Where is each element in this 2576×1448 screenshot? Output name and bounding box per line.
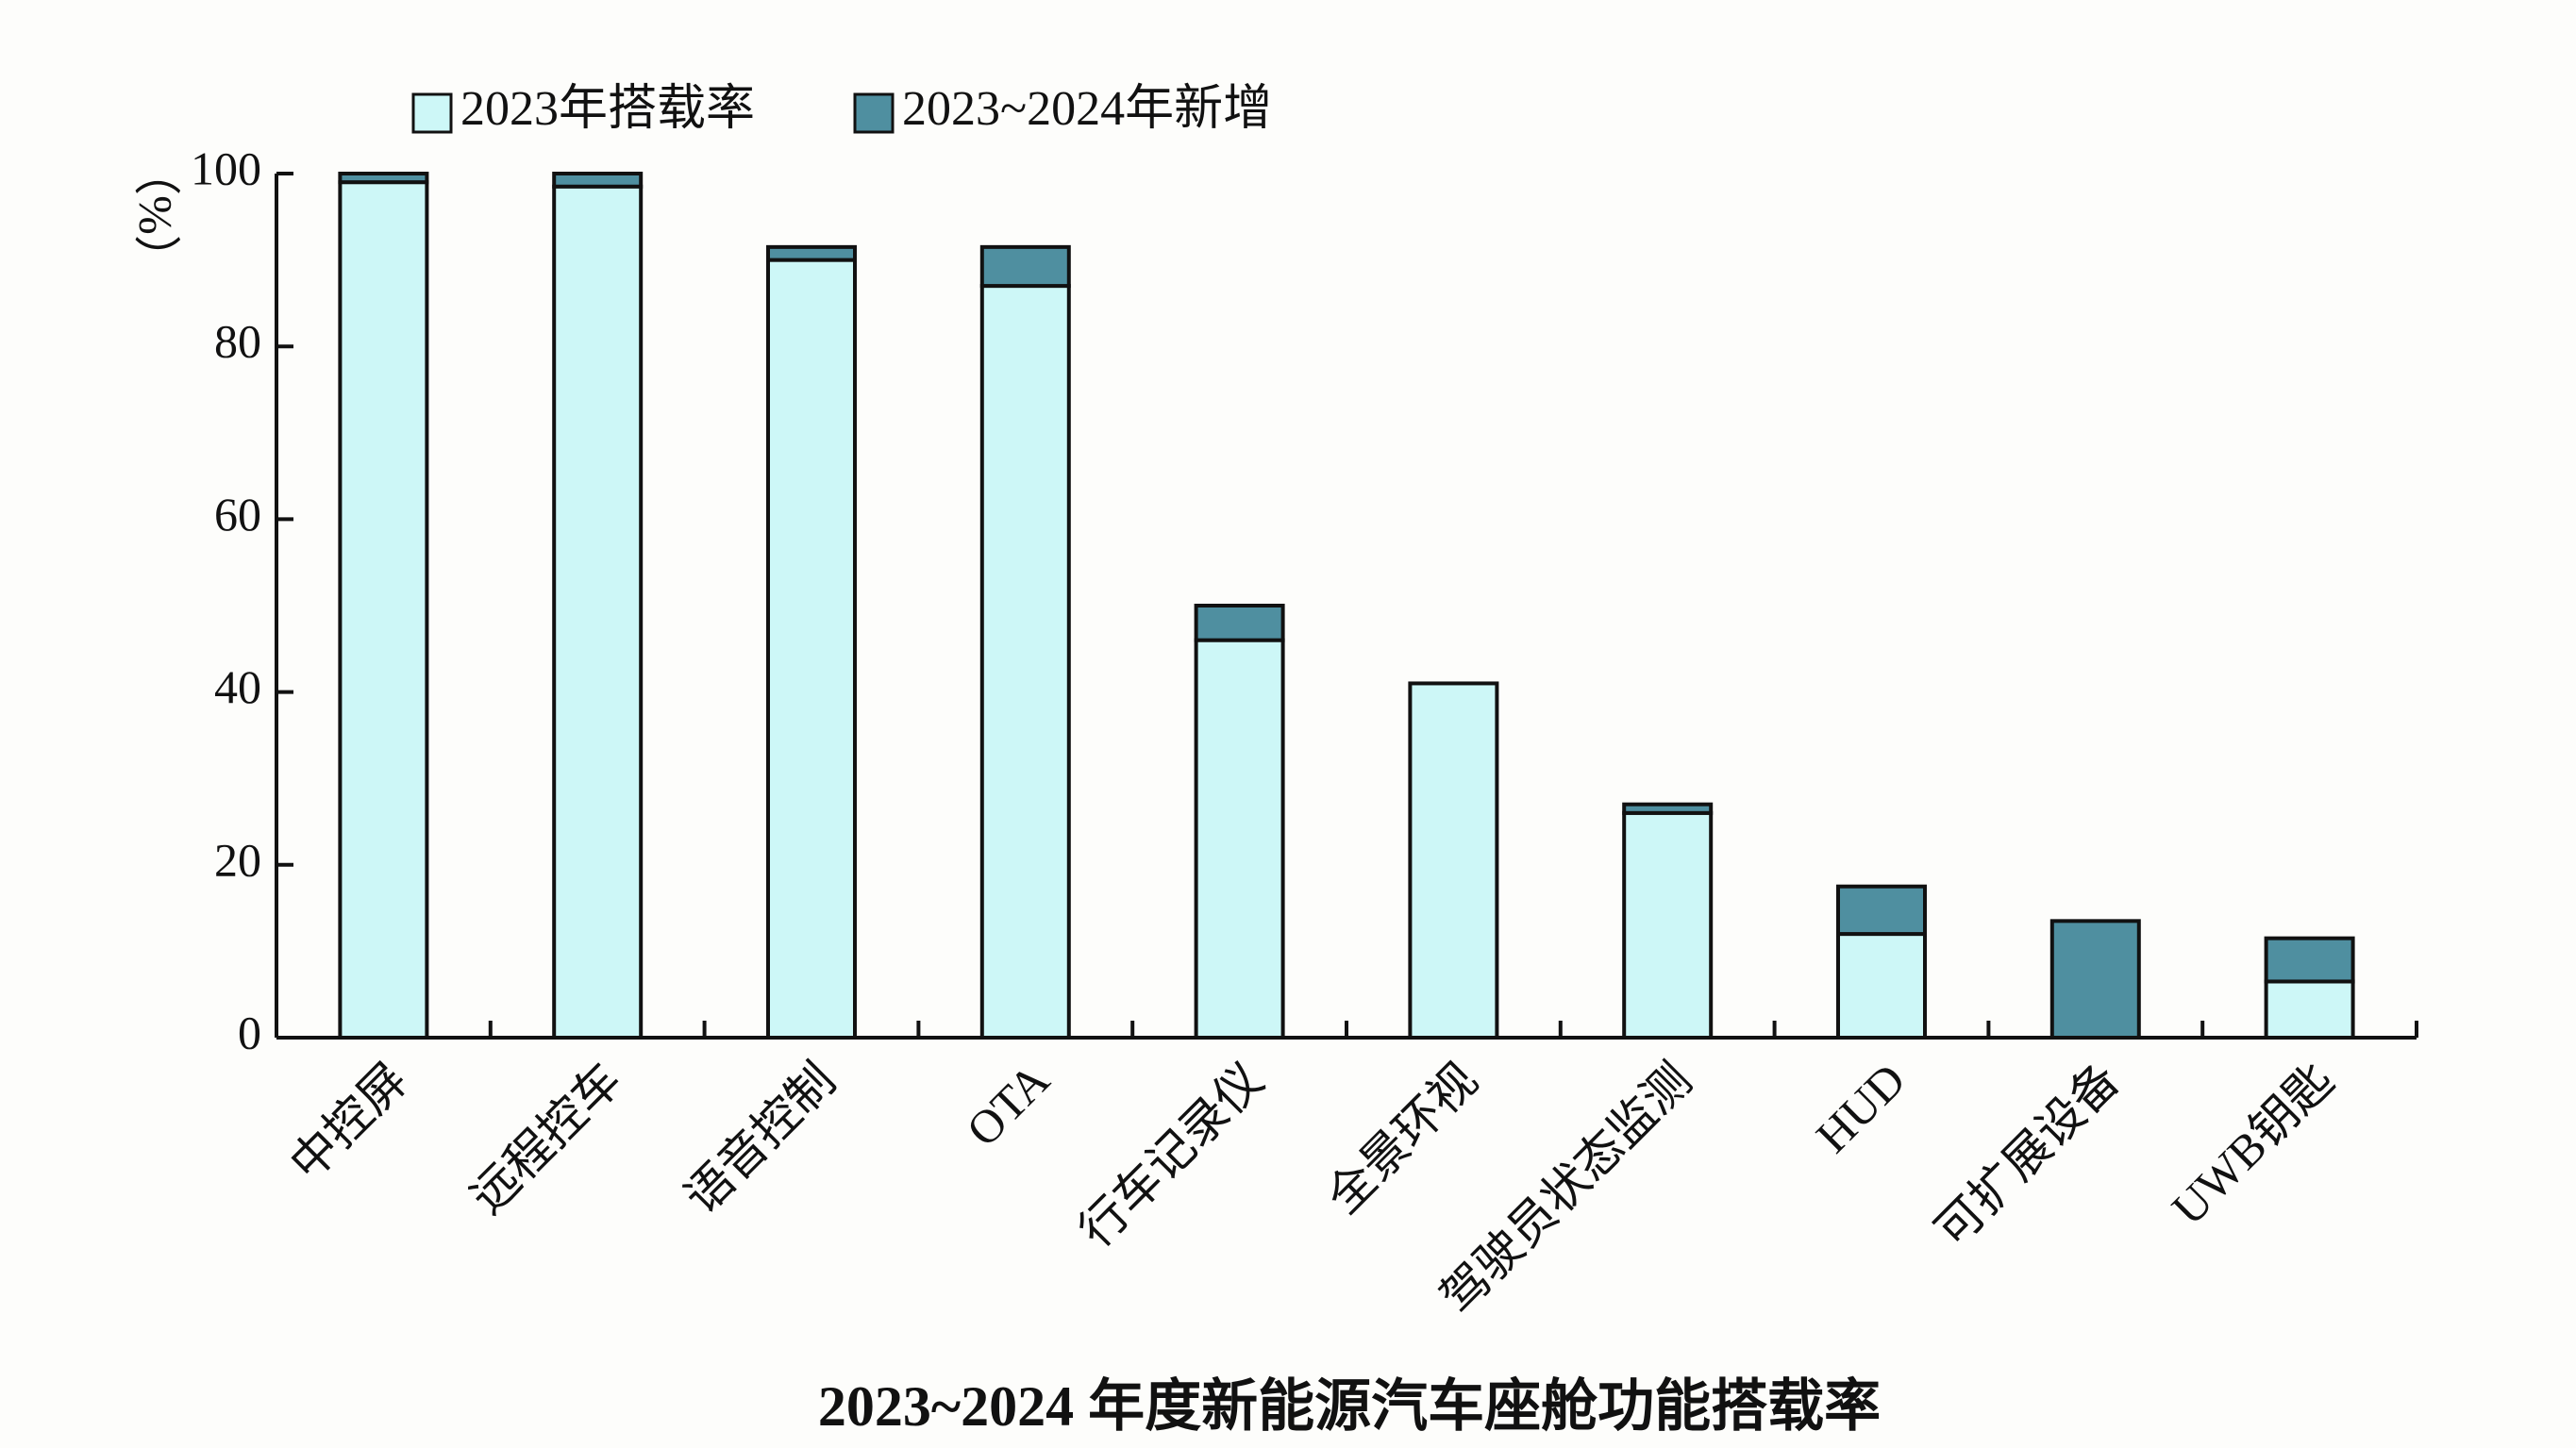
bar-segment	[1194, 604, 1285, 642]
legend-label: 2023~2024年新增	[902, 82, 1272, 136]
bar-segment	[1408, 681, 1499, 1040]
x-tick-label: UWB钥匙	[2162, 1053, 2344, 1235]
bar-segment	[338, 180, 429, 1040]
bar-segment	[979, 284, 1071, 1040]
bar-segment	[1836, 932, 1927, 1040]
y-tick-label: 100	[191, 141, 261, 194]
x-tick-label: 远程控车	[460, 1053, 631, 1223]
y-tick-label: 0	[238, 1006, 261, 1058]
bar-segment	[2049, 919, 2141, 1040]
y-axis-label: （%）	[130, 148, 183, 282]
x-tick-label: 中控屏	[280, 1053, 418, 1190]
x-tick-label: 可扩展设备	[1925, 1053, 2129, 1257]
x-tick-label: OTA	[956, 1053, 1059, 1156]
x-tick-label: HUD	[1806, 1053, 1915, 1162]
y-tick-label: 60	[214, 488, 261, 541]
bar-segment	[552, 172, 644, 189]
legend-label: 2023年搭载率	[460, 82, 755, 136]
x-tick-label: 行车记录仪	[1069, 1053, 1273, 1257]
bar-segment	[1622, 810, 1714, 1040]
bar-segment	[552, 184, 644, 1040]
y-tick-label: 80	[214, 315, 261, 368]
chart-title: 2023~2024 年度新能源汽车座舱功能搭载率	[818, 1375, 1881, 1438]
bar-segment	[1194, 638, 1285, 1040]
bar-segment	[2264, 936, 2355, 984]
y-tick-label: 40	[214, 660, 261, 713]
bar-segment	[766, 258, 857, 1040]
bar-segment	[1836, 884, 1927, 937]
bar-segment	[766, 244, 857, 262]
legend-swatch	[853, 92, 895, 134]
legend-swatch	[411, 92, 453, 134]
bar-segment	[338, 172, 429, 185]
bar-segment	[1622, 802, 1714, 815]
x-tick-label: 语音控制	[675, 1053, 845, 1223]
bar-segment	[979, 244, 1071, 289]
y-tick-label: 20	[214, 833, 261, 886]
x-tick-label: 全景环视	[1316, 1053, 1487, 1223]
bar-segment	[2264, 979, 2355, 1040]
